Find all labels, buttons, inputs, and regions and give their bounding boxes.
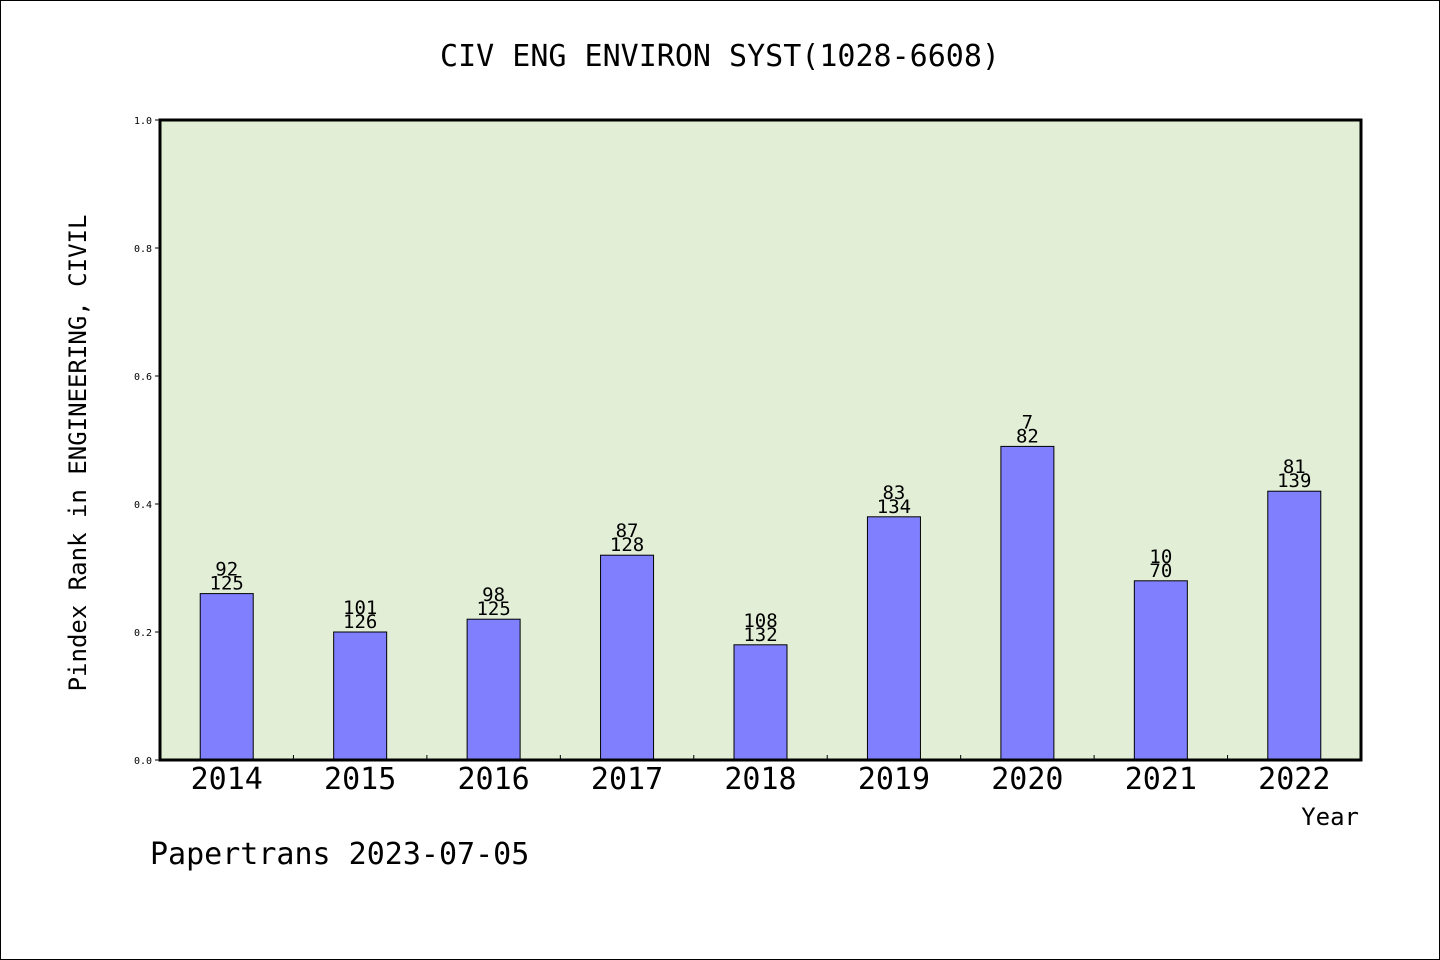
bar (1267, 490, 1322, 761)
plot-border (158, 118, 1363, 762)
y-tick-label: 1.0 (134, 116, 152, 127)
y-tick-label: 0.8 (134, 244, 152, 255)
x-tick-label: 2019 (858, 762, 930, 797)
x-tick-label: 2021 (1125, 762, 1197, 797)
chart-title: CIV ENG ENVIRON SYST(1028-6608) (440, 39, 1000, 74)
bar (600, 554, 655, 761)
x-tick-label: 2015 (324, 762, 396, 797)
bar-rank-label: 92 (215, 559, 238, 581)
bar (1000, 445, 1055, 761)
x-tick-label: 2014 (191, 762, 263, 797)
bar-rank-label: 81 (1283, 456, 1306, 478)
bar-total-label: 125 (210, 573, 244, 595)
x-axis-ticks: 2014 2015 2016 2017 2018 2019 2020 2021 2022 (191, 755, 1330, 797)
x-tick-label: 2020 (991, 762, 1063, 797)
x-tick-label: 2016 (457, 762, 529, 797)
bar-total-label: 70 (1149, 560, 1172, 582)
bar-rank-label: 101 (343, 597, 377, 619)
bar-rank-label: 7 (1022, 411, 1033, 433)
footer-credit: Papertrans 2023-07-05 (150, 837, 529, 872)
bar-rank-label: 83 (882, 482, 905, 504)
bar-total-label: 126 (343, 611, 377, 633)
y-axis-ticks: 0.0 0.2 0.4 0.6 0.8 1.0 (134, 116, 160, 767)
x-tick-label: 2018 (724, 762, 796, 797)
x-tick-label: 2022 (1258, 762, 1330, 797)
bar-total-label: 132 (743, 624, 777, 646)
bar-total-label: 125 (476, 598, 510, 620)
bar-total-label: 82 (1016, 425, 1039, 447)
bar (333, 631, 388, 761)
x-tick-label: 2017 (591, 762, 663, 797)
x-axis-label: Year (1301, 803, 1359, 831)
bar-rank-label: 108 (743, 610, 777, 632)
y-tick-label: 0.2 (134, 628, 152, 639)
bar-rank-label: 98 (482, 584, 505, 606)
bar-total-label: 134 (877, 496, 911, 518)
bar-total-label: 139 (1277, 470, 1311, 492)
bar (199, 593, 254, 761)
bars (199, 445, 1322, 761)
bar-rank-label: 87 (616, 520, 639, 542)
bar (1133, 580, 1188, 761)
bar (733, 644, 788, 761)
bar (866, 516, 921, 761)
bar-total-label: 128 (610, 534, 644, 556)
bar (466, 618, 521, 761)
y-tick-label: 0.4 (134, 500, 152, 511)
y-axis-label: Pindex Rank in ENGINEERING, CIVIL (64, 215, 92, 692)
y-tick-label: 0.6 (134, 372, 152, 383)
bar-rank-label: 10 (1149, 546, 1172, 568)
y-tick-label: 0.0 (134, 756, 152, 767)
